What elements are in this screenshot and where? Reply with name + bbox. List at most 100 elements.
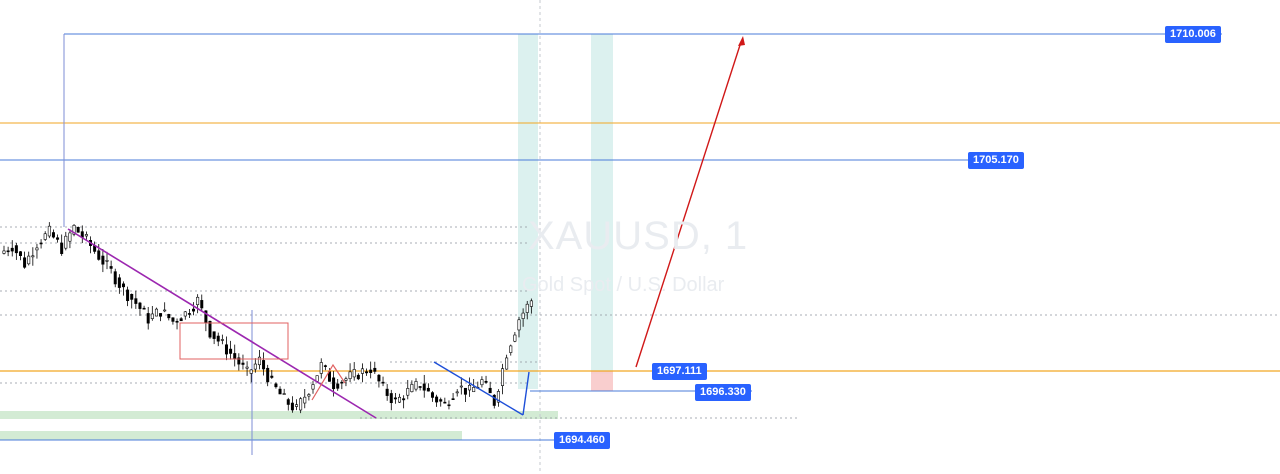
candle-body: [220, 339, 224, 341]
candle-body: [175, 320, 179, 323]
candle-body: [360, 368, 364, 374]
projection-arrow-line: [635, 41, 742, 368]
candle-body: [501, 368, 505, 386]
candle-body: [356, 374, 360, 380]
price-label-1694-460[interactable]: 1694.460: [554, 432, 610, 449]
candle-body: [484, 380, 488, 383]
candle-body: [422, 383, 426, 391]
candle-body: [126, 289, 130, 302]
candle-body: [192, 308, 196, 312]
candle-body: [299, 398, 303, 411]
candle-body: [410, 384, 414, 393]
candle-body: [233, 353, 237, 359]
candle-body: [101, 255, 105, 265]
candle-body: [451, 398, 455, 400]
candle-body: [237, 357, 241, 365]
candle-body: [447, 404, 451, 407]
candle-body: [167, 313, 171, 319]
candle-body: [43, 233, 47, 240]
candle-body: [130, 293, 134, 300]
drawing-tools[interactable]: [67, 36, 745, 419]
trend-line-blue: [433, 361, 524, 416]
candle-body: [352, 369, 356, 378]
candle-body: [64, 235, 68, 249]
candle-body: [150, 313, 154, 319]
candle-body: [435, 396, 439, 403]
candle-body: [146, 313, 150, 324]
candle-body: [406, 388, 410, 396]
candle-body: [109, 266, 113, 269]
candle-body: [31, 255, 35, 258]
support-zone-1: [0, 411, 558, 419]
candle-body: [117, 277, 121, 288]
candle-body: [319, 362, 323, 374]
candle-body: [216, 335, 220, 342]
candle-body: [303, 396, 307, 404]
shaded-zones: [0, 34, 613, 440]
candle-body: [393, 397, 397, 400]
candle-body: [525, 303, 529, 313]
candle-body: [163, 309, 167, 312]
candle-body: [529, 300, 533, 307]
candle-body: [18, 251, 22, 256]
candle-body: [60, 242, 64, 254]
candle-body: [257, 356, 261, 366]
red-zone: [591, 371, 613, 391]
candle-body: [187, 313, 191, 315]
candle-body: [488, 387, 492, 394]
candle-body: [459, 385, 463, 388]
candle-body: [348, 371, 352, 379]
candle-body: [513, 334, 517, 342]
candle-body: [183, 311, 187, 317]
candle-body: [253, 363, 257, 370]
consolidation-box: [179, 322, 289, 360]
candle-body: [200, 300, 204, 309]
candle-body: [336, 383, 340, 389]
support-zone-2: [0, 431, 462, 440]
price-label-1705-170[interactable]: 1705.170: [968, 152, 1024, 169]
candle-body: [270, 375, 274, 378]
candle-body: [27, 255, 31, 265]
candle-body: [14, 245, 18, 254]
price-label-1696-330[interactable]: 1696.330: [695, 384, 751, 401]
candle-body: [509, 345, 513, 353]
candle-body: [472, 387, 476, 393]
candle-body: [365, 371, 369, 374]
price-label-1697-111[interactable]: 1697.111: [652, 363, 707, 380]
candle-body: [521, 312, 525, 319]
candle-body: [517, 319, 521, 331]
candle-body: [97, 250, 101, 260]
candle-body: [212, 331, 216, 339]
candle-body: [274, 383, 278, 388]
candle-body: [389, 393, 393, 404]
candle-body: [480, 379, 484, 386]
candle-body: [426, 387, 430, 392]
candle-body: [196, 296, 200, 306]
projection-arrow-head: [738, 36, 745, 46]
candle-body: [241, 362, 245, 365]
candlestick-series: [2, 222, 533, 414]
candle-body: [278, 388, 282, 395]
watermark-description: Gold Spot / U.S. Dollar: [522, 274, 725, 296]
candle-body: [2, 250, 6, 254]
candle-body: [51, 232, 55, 238]
candle-body: [377, 374, 381, 382]
candle-body: [286, 399, 290, 405]
candle-body: [344, 378, 348, 381]
candle-body: [290, 402, 294, 411]
price-label-1710-006[interactable]: 1710.006: [1165, 26, 1221, 43]
candle-body: [439, 399, 443, 402]
zigzag-red: [311, 363, 346, 401]
candle-body: [72, 225, 76, 235]
candle-body: [23, 257, 27, 268]
candle-body: [179, 318, 183, 322]
candle-body: [430, 392, 434, 398]
candle-body: [6, 250, 10, 253]
candle-body: [39, 242, 43, 245]
candle-body: [134, 298, 138, 304]
candle-body: [84, 234, 88, 237]
candle-body: [340, 381, 344, 384]
candle-body: [398, 396, 402, 403]
candle-body: [311, 384, 315, 390]
